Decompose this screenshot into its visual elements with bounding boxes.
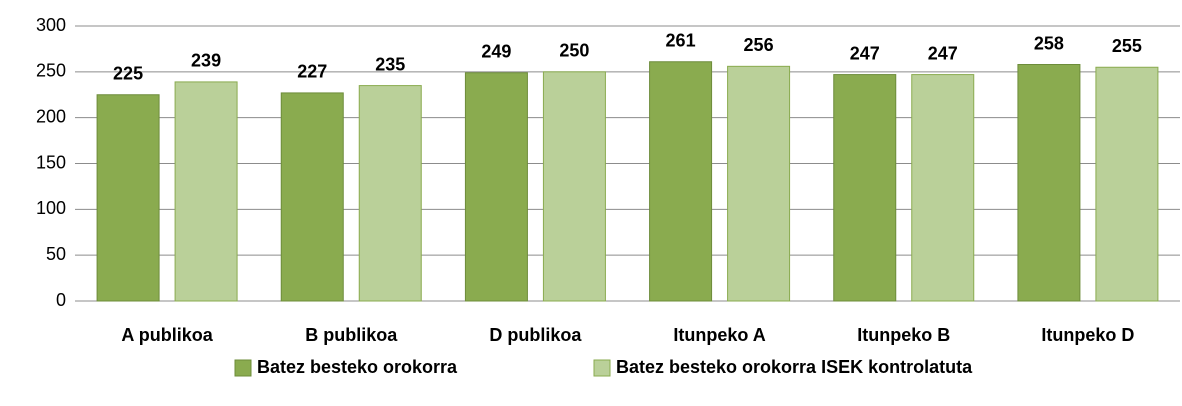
legend-label: Batez besteko orokorra ISEK kontrolatuta <box>616 357 973 377</box>
bar <box>1017 64 1081 302</box>
legend-swatch <box>593 359 611 377</box>
data-label: 247 <box>850 43 880 63</box>
data-label: 227 <box>297 62 327 82</box>
x-tick-label: Itunpeko A <box>673 325 765 345</box>
bar <box>1095 66 1159 302</box>
data-label: 235 <box>375 54 405 74</box>
y-tick-label: 300 <box>36 15 66 35</box>
data-label: 258 <box>1034 33 1064 53</box>
data-label: 255 <box>1112 36 1142 56</box>
y-tick-label: 0 <box>56 290 66 310</box>
bar <box>464 72 528 302</box>
bar <box>174 81 238 302</box>
x-tick-label: A publikoa <box>121 325 213 345</box>
bar <box>649 61 713 302</box>
legend-swatch <box>234 359 252 377</box>
bar <box>280 92 344 302</box>
bar <box>727 65 791 302</box>
bar <box>542 71 606 302</box>
bar <box>911 74 975 302</box>
y-tick-label: 250 <box>36 61 66 81</box>
data-label: 261 <box>666 31 696 51</box>
data-label: 247 <box>928 43 958 63</box>
data-label: 250 <box>559 41 589 61</box>
y-tick-label: 150 <box>36 152 66 172</box>
x-tick-label: Itunpeko B <box>857 325 950 345</box>
x-tick-label: Itunpeko D <box>1041 325 1134 345</box>
y-tick-label: 100 <box>36 198 66 218</box>
data-label: 249 <box>481 42 511 62</box>
data-label: 225 <box>113 64 143 84</box>
bar <box>833 74 897 302</box>
bar <box>96 94 160 302</box>
x-tick-label: B publikoa <box>305 325 398 345</box>
y-tick-label: 200 <box>36 106 66 126</box>
data-label: 256 <box>744 35 774 55</box>
bar <box>358 85 422 302</box>
legend-label: Batez besteko orokorra <box>257 357 458 377</box>
data-label: 239 <box>191 51 221 71</box>
x-tick-label: D publikoa <box>489 325 582 345</box>
y-tick-label: 50 <box>46 244 66 264</box>
